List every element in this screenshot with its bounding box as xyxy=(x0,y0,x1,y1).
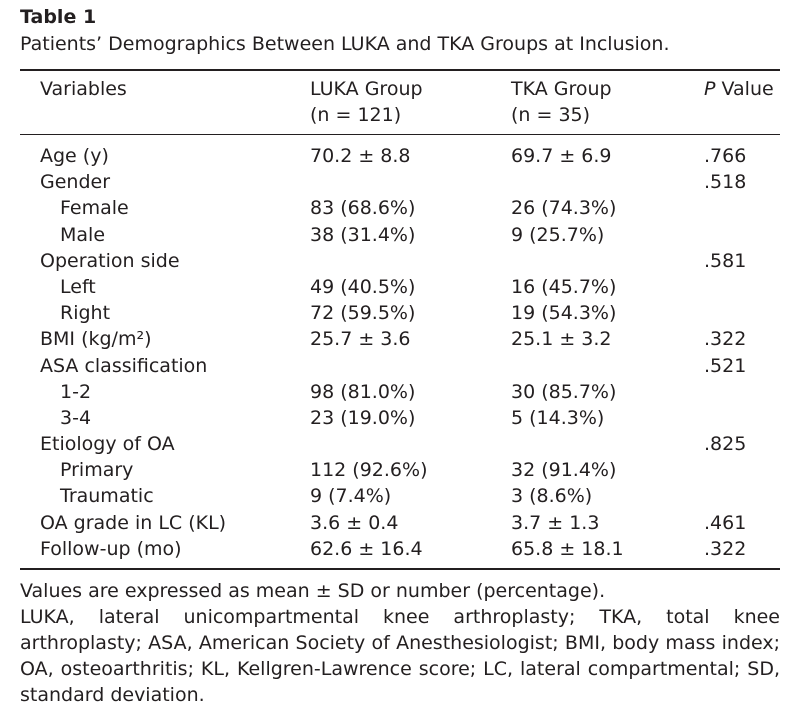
header-tka: TKA Group (n = 35) xyxy=(511,76,612,128)
table-row: OA grade in LC (KL) 3.6 ± 0.4 3.7 ± 1.3 .46… xyxy=(0,510,800,536)
cell-variable: Etiology of OA xyxy=(40,433,175,456)
cell-variable: Left xyxy=(60,275,96,298)
header-p-rest: Value xyxy=(715,78,774,100)
cell-tka: 26 (74.3%) xyxy=(511,197,617,220)
cell-p-value: .322 xyxy=(704,328,747,351)
cell-variable: Gender xyxy=(40,171,111,194)
table-row: Etiology of OA .825 xyxy=(0,431,800,457)
table-row: Left 49 (40.5%) 16 (45.7%) xyxy=(0,274,800,300)
cell-variable: Male xyxy=(60,223,106,246)
table-bottom-rule xyxy=(20,568,780,570)
table-row: BMI (kg/m²) 25.7 ± 3.6 25.1 ± 3.2 .322 xyxy=(0,326,800,352)
table-row: Traumatic 9 (7.4%) 3 (8.6%) xyxy=(0,483,800,509)
cell-luka: 70.2 ± 8.8 xyxy=(310,145,411,167)
table-caption-text: Patients’ Demographics Between LUKA and … xyxy=(20,33,670,55)
cell-tka: 5 (14.3%) xyxy=(511,406,605,429)
table-header-rule xyxy=(20,134,780,135)
cell-tka: 32 (91.4%) xyxy=(511,459,617,482)
cell-variable: Follow-up (mo) xyxy=(40,537,182,560)
cell-luka: 23 (19.0%) xyxy=(310,406,416,429)
table-row: Female 83 (68.6%) 26 (74.3%) xyxy=(0,195,800,221)
cell-tka: 69.7 ± 6.9 xyxy=(511,145,612,167)
footnote-abbreviations: LUKA, lateral unicompartmental knee arth… xyxy=(20,606,780,706)
header-p-value: P Value xyxy=(704,76,774,102)
header-variables: Variables xyxy=(40,78,127,100)
cell-p-value: .521 xyxy=(704,354,747,377)
cell-tka: 16 (45.7%) xyxy=(511,275,617,298)
table-body: Age (y) 70.2 ± 8.8 69.7 ± 6.9 .766 Gender .51… xyxy=(0,143,800,562)
cell-luka: 3.6 ± 0.4 xyxy=(310,511,399,534)
cell-tka: 65.8 ± 18.1 xyxy=(511,537,624,560)
cell-luka: 112 (92.6%) xyxy=(310,459,428,482)
table-row: ASA classification .521 xyxy=(0,353,800,379)
cell-tka: 25.1 ± 3.2 xyxy=(511,328,612,351)
cell-tka: 9 (25.7%) xyxy=(511,223,605,246)
cell-variable: ASA classification xyxy=(40,354,208,377)
table-caption-label: Table 1 xyxy=(20,6,97,28)
cell-tka: 3.7 ± 1.3 xyxy=(511,511,600,534)
header-luka-name: LUKA Group xyxy=(310,78,423,100)
cell-luka: 49 (40.5%) xyxy=(310,275,416,298)
cell-luka: 25.7 ± 3.6 xyxy=(310,328,411,351)
cell-variable: OA grade in LC (KL) xyxy=(40,511,227,534)
table-footnotes: Values are expressed as mean ± SD or num… xyxy=(20,578,780,708)
cell-variable: 1-2 xyxy=(60,380,92,403)
footnote-values: Values are expressed as mean ± SD or num… xyxy=(20,580,606,602)
cell-tka: 30 (85.7%) xyxy=(511,380,617,403)
cell-p-value: .322 xyxy=(704,537,747,560)
table-row: Age (y) 70.2 ± 8.8 69.7 ± 6.9 .766 xyxy=(0,143,800,169)
table-row: Male 38 (31.4%) 9 (25.7%) xyxy=(0,222,800,248)
cell-variable: Traumatic xyxy=(60,485,154,508)
cell-variable: Female xyxy=(60,197,129,220)
cell-luka: 72 (59.5%) xyxy=(310,302,416,325)
table-row: Gender .518 xyxy=(0,169,800,195)
cell-p-value: .825 xyxy=(704,433,747,456)
cell-variable: Age (y) xyxy=(40,145,109,167)
header-luka-n: (n = 121) xyxy=(310,104,402,126)
cell-p-value: .766 xyxy=(704,145,747,167)
table-row: Right 72 (59.5%) 19 (54.3%) xyxy=(0,300,800,326)
header-tka-name: TKA Group xyxy=(511,78,612,100)
table-row: 1-2 98 (81.0%) 30 (85.7%) xyxy=(0,379,800,405)
table-row: Primary 112 (92.6%) 32 (91.4%) xyxy=(0,457,800,483)
cell-luka: 9 (7.4%) xyxy=(310,485,392,508)
cell-luka: 83 (68.6%) xyxy=(310,197,416,220)
table-row: Follow-up (mo) 62.6 ± 16.4 65.8 ± 18.1 .322 xyxy=(0,536,800,562)
cell-tka: 19 (54.3%) xyxy=(511,302,617,325)
cell-luka: 62.6 ± 16.4 xyxy=(310,537,423,560)
cell-variable: Operation side xyxy=(40,249,180,272)
cell-variable: BMI (kg/m²) xyxy=(40,328,152,351)
header-luka: LUKA Group (n = 121) xyxy=(310,76,423,128)
cell-tka: 3 (8.6%) xyxy=(511,485,593,508)
header-tka-n: (n = 35) xyxy=(511,104,591,126)
cell-p-value: .581 xyxy=(704,249,747,272)
table-top-rule xyxy=(20,69,780,71)
cell-p-value: .461 xyxy=(704,511,747,534)
cell-luka: 98 (81.0%) xyxy=(310,380,416,403)
cell-variable: 3-4 xyxy=(60,406,92,429)
header-p-italic: P xyxy=(704,78,716,100)
cell-variable: Primary xyxy=(60,459,134,482)
table-row: 3-4 23 (19.0%) 5 (14.3%) xyxy=(0,405,800,431)
table-row: Operation side .581 xyxy=(0,248,800,274)
cell-variable: Right xyxy=(60,302,111,325)
cell-p-value: .518 xyxy=(704,171,747,194)
cell-luka: 38 (31.4%) xyxy=(310,223,416,246)
